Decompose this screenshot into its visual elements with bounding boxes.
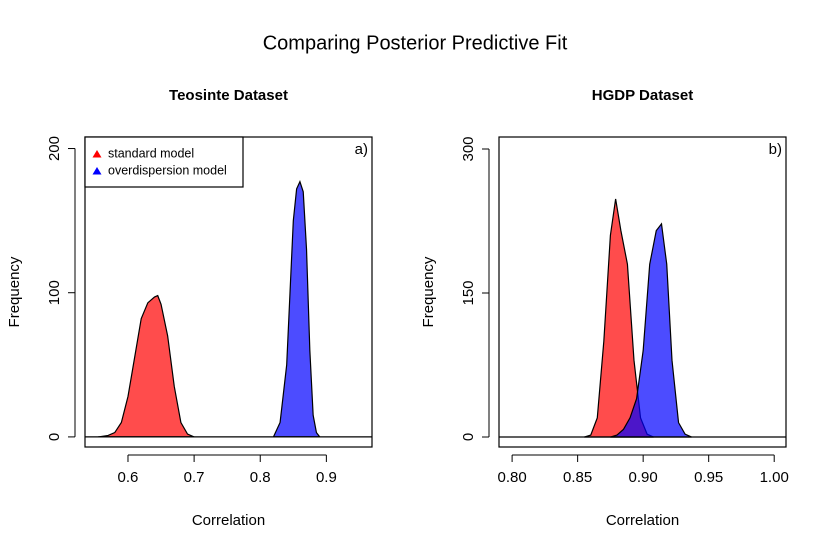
x-tick-label: 0.6 — [118, 469, 139, 486]
legend-label: overdispersion model — [108, 163, 227, 177]
x-tick-label: 0.80 — [498, 469, 527, 486]
panel-annotation: a) — [355, 141, 368, 158]
x-tick-label: 0.90 — [629, 469, 658, 486]
y-tick-label: 300 — [460, 136, 477, 161]
legend-marker — [92, 150, 102, 158]
density-area — [272, 180, 321, 438]
x-axis-label: Correlation — [192, 512, 265, 529]
panel-title: HGDP Dataset — [592, 87, 693, 104]
panel-title: Teosinte Dataset — [169, 87, 288, 104]
x-tick-label: 0.9 — [316, 469, 337, 486]
legend-label: standard model — [108, 146, 194, 160]
panel: Teosinte Dataset Correlation Frequency 0.6 0… — [6, 87, 373, 529]
x-axis-label: Correlation — [606, 512, 679, 529]
panel: HGDP Dataset Correlation Frequency 0.80 0.85… — [420, 87, 789, 529]
y-axis-label: Frequency — [6, 256, 23, 327]
x-tick-label: 1.00 — [760, 469, 789, 486]
legend-marker — [92, 167, 102, 175]
x-tick-label: 0.7 — [184, 469, 205, 486]
x-tick-label: 0.85 — [563, 469, 592, 486]
density-area — [610, 222, 692, 438]
y-tick-label: 200 — [46, 136, 63, 161]
legend-box — [84, 136, 244, 188]
x-tick-label: 0.95 — [694, 469, 723, 486]
density-area — [98, 294, 195, 438]
x-tick-label: 0.8 — [250, 469, 271, 486]
y-tick-label: 150 — [460, 280, 477, 305]
legend: standard model overdispersion model — [84, 136, 244, 188]
y-tick-label: 0 — [460, 433, 477, 441]
panel-annotation: b) — [769, 141, 782, 158]
y-tick-label: 0 — [46, 433, 63, 441]
plot-frame — [498, 136, 787, 448]
figure-title: Comparing Posterior Predictive Fit — [263, 32, 568, 54]
y-axis-label: Frequency — [420, 256, 437, 327]
y-tick-label: 100 — [46, 280, 63, 305]
